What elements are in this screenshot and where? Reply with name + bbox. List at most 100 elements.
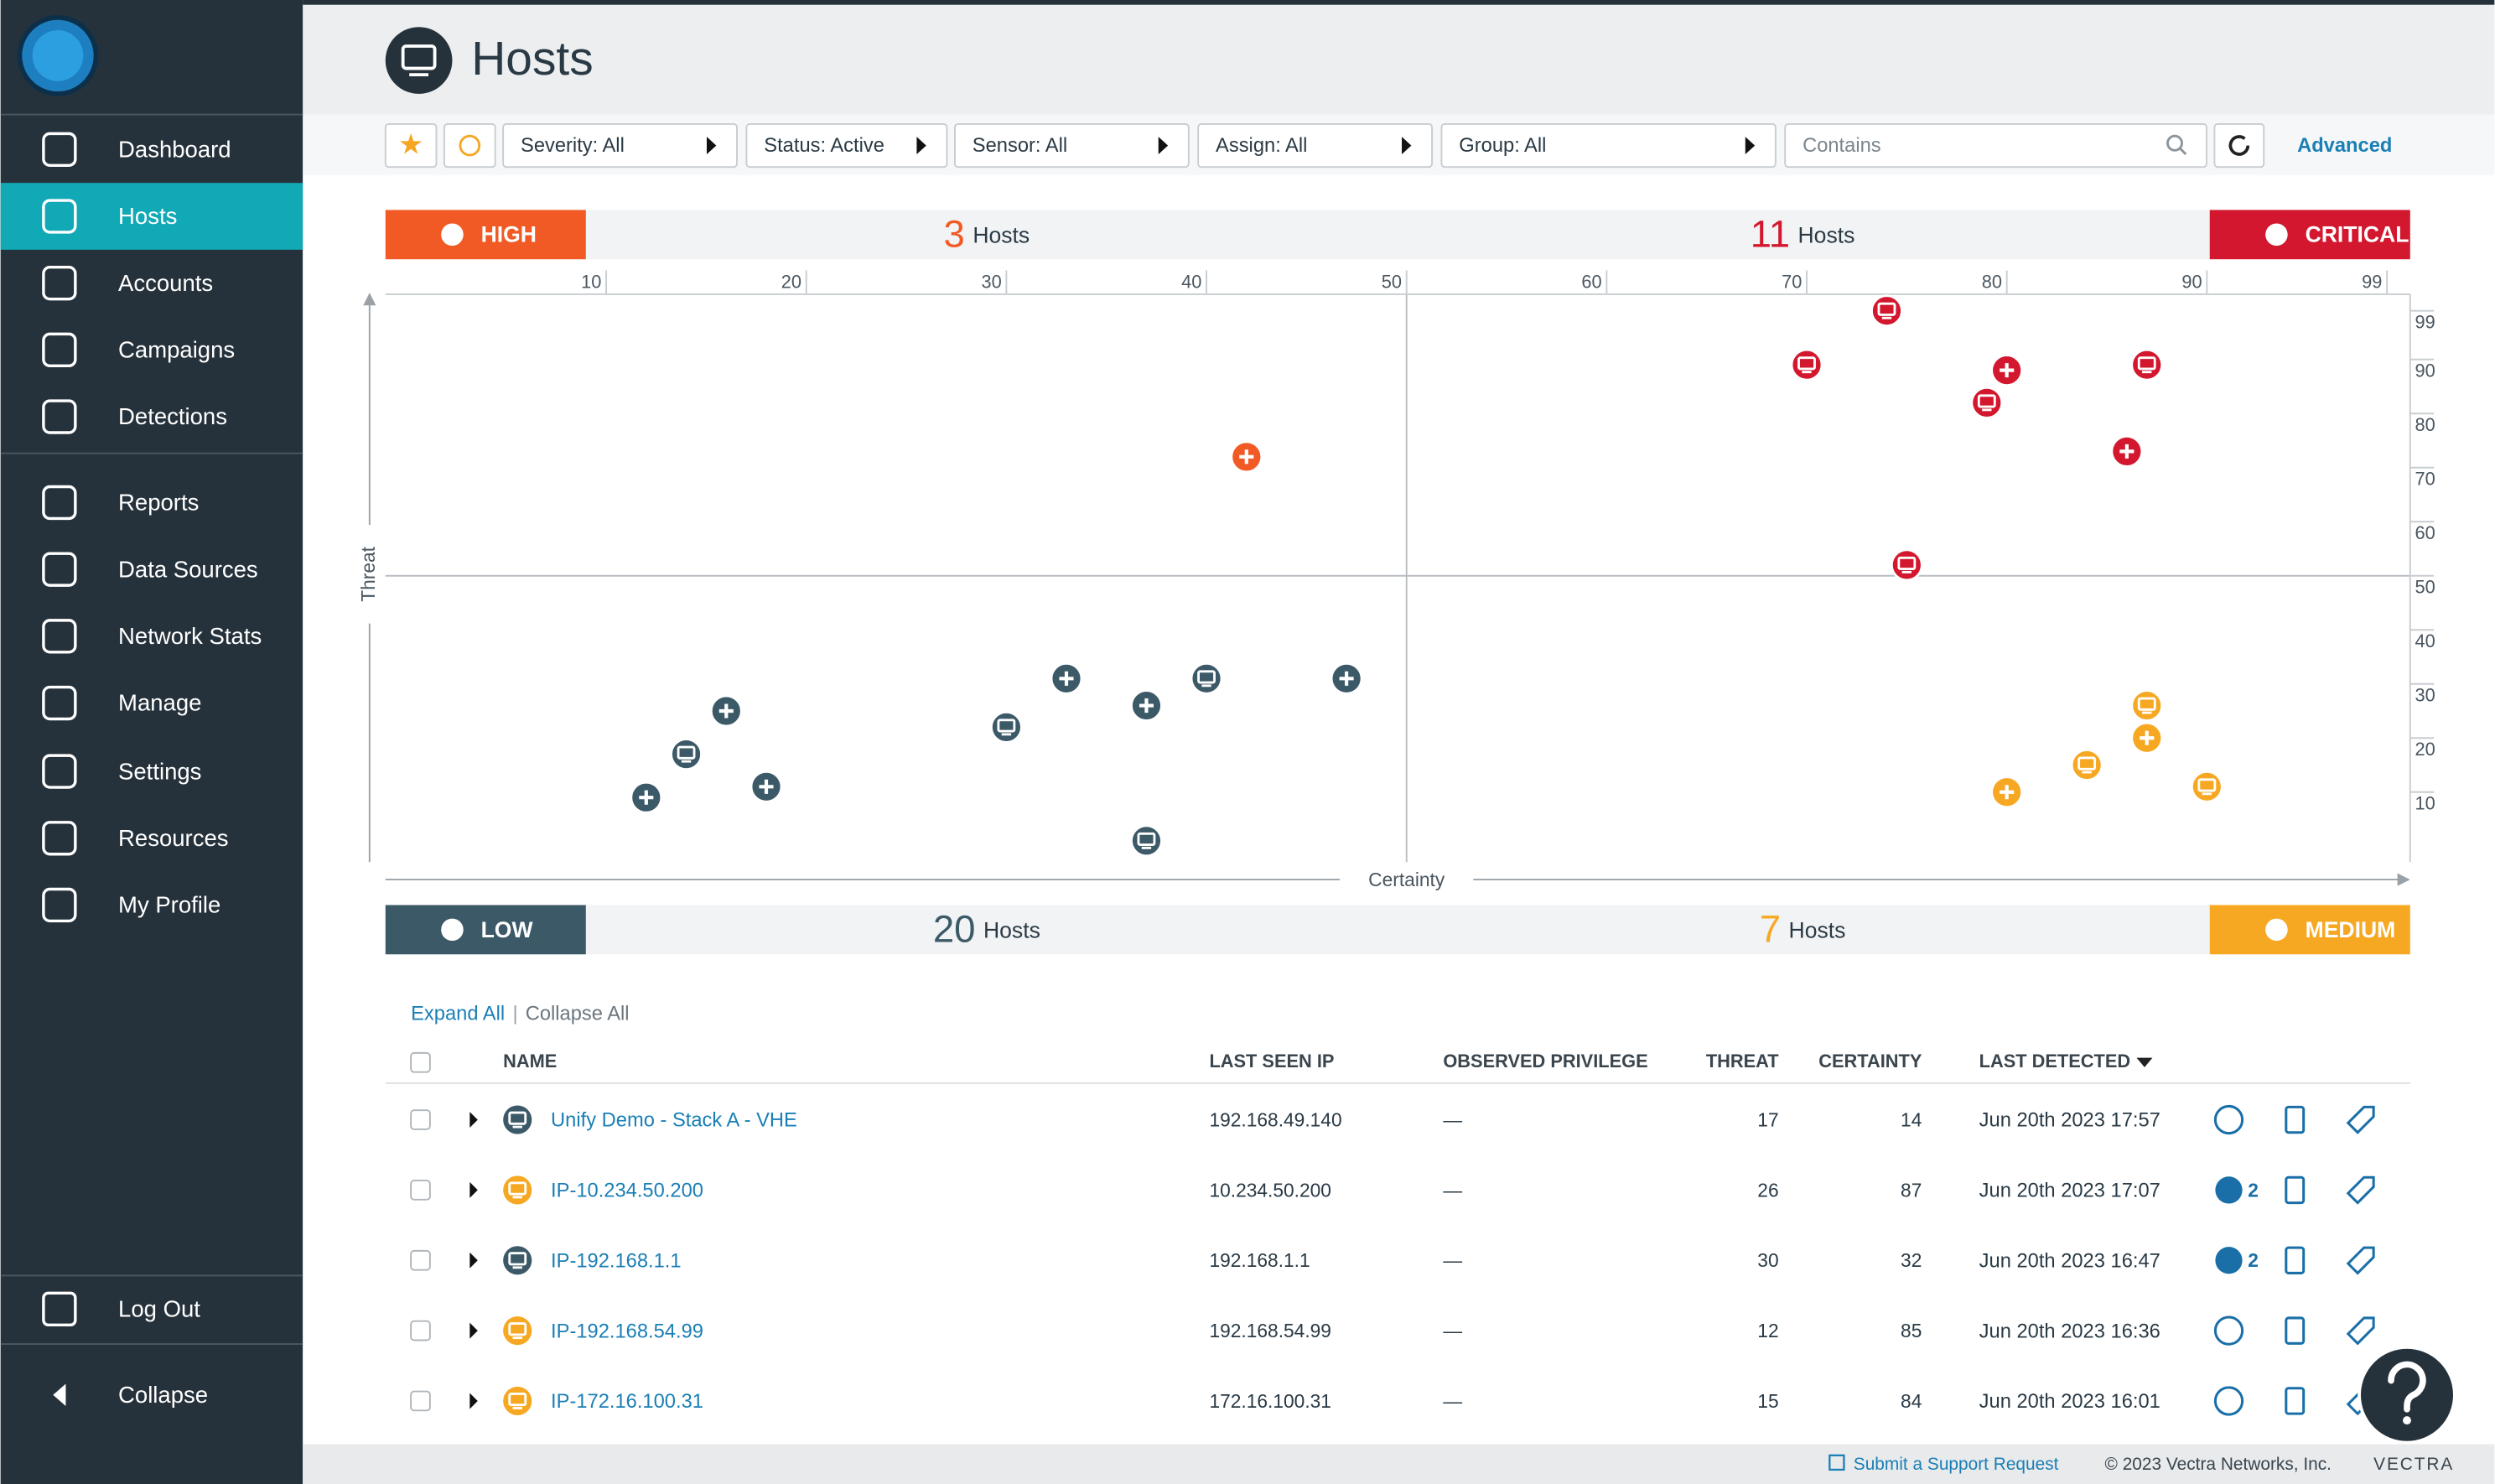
brand: VECTRA [2373, 1455, 2454, 1474]
nav-item[interactable]: Data Sources [118, 556, 258, 582]
support-link[interactable]: Submit a Support Request [1854, 1455, 2059, 1474]
host-point[interactable] [1130, 824, 1163, 858]
refresh-button[interactable] [2213, 123, 2265, 169]
accounts-icon[interactable] [2213, 1104, 2244, 1135]
accounts-icon[interactable] [2215, 1247, 2243, 1274]
threat: 30 [1757, 1249, 1778, 1271]
nav-active-bg [0, 183, 303, 250]
advanced-link[interactable]: Advanced [2297, 135, 2392, 157]
nav-icon [42, 821, 77, 856]
collapse-all-link[interactable]: Collapse All [526, 1004, 630, 1025]
host-point[interactable] [670, 738, 703, 771]
help-glyph [2403, 1416, 2411, 1425]
host-name[interactable]: IP-192.168.1.1 [551, 1250, 682, 1272]
target-button[interactable] [443, 123, 496, 169]
nav-item[interactable]: Accounts [118, 270, 213, 296]
host-point[interactable] [2190, 770, 2223, 803]
plus-glyph [2119, 444, 2134, 459]
expand-caret[interactable] [469, 1393, 478, 1409]
y-tick-label: 80 [2415, 414, 2435, 435]
accounts-icon[interactable] [2213, 1315, 2244, 1346]
host-point[interactable] [2070, 749, 2103, 781]
tag-icon[interactable] [2346, 1316, 2375, 1346]
host-point[interactable] [1330, 662, 1363, 695]
search-box[interactable] [1784, 123, 2207, 169]
host-point[interactable] [750, 770, 783, 803]
nav-item[interactable]: Manage [118, 690, 201, 716]
row-checkbox[interactable] [410, 1390, 431, 1412]
plus-glyph [2000, 363, 2015, 378]
expand-caret[interactable] [469, 1252, 478, 1269]
tag-icon[interactable] [2346, 1175, 2375, 1205]
plus-glyph [718, 703, 734, 719]
filter-dropdown[interactable] [745, 123, 948, 169]
footer-bar [303, 1444, 2495, 1484]
star-icon: ★ [398, 129, 424, 161]
nav-item[interactable]: Collapse [118, 1382, 208, 1408]
nav-item[interactable]: Hosts [118, 203, 177, 229]
filter-dropdown[interactable] [1197, 123, 1434, 169]
host-name[interactable]: IP-10.234.50.200 [551, 1180, 703, 1202]
filter-dropdown[interactable] [953, 123, 1190, 169]
accounts-icon[interactable] [2215, 1176, 2243, 1204]
tag-icon[interactable] [2346, 1105, 2375, 1134]
nav-item[interactable]: My Profile [118, 892, 220, 918]
nav-item[interactable]: Network Stats [118, 623, 262, 649]
host-name[interactable]: IP-192.168.54.99 [551, 1321, 703, 1342]
nav-item[interactable]: Log Out [118, 1295, 200, 1321]
select-all-checkbox[interactable] [410, 1051, 431, 1073]
host-point[interactable] [2130, 721, 2164, 755]
host-point[interactable] [2130, 348, 2164, 381]
notes-icon[interactable] [2285, 1105, 2306, 1134]
host-point[interactable] [1050, 662, 1083, 695]
sort-caret [2136, 1057, 2153, 1067]
expand-all-link[interactable]: Expand All [411, 1004, 505, 1025]
nav-item[interactable]: Reports [118, 490, 199, 516]
dropdown-caret [916, 137, 926, 155]
expand-caret[interactable] [469, 1322, 478, 1339]
tag-icon[interactable] [2346, 1246, 2375, 1275]
host-name[interactable]: IP-172.16.100.31 [551, 1391, 703, 1413]
privilege: — [1443, 1108, 1462, 1130]
nav-item[interactable]: Dashboard [118, 136, 231, 162]
host-point[interactable] [1190, 662, 1223, 695]
nav-icon [42, 619, 77, 654]
host-point[interactable] [1990, 776, 2024, 809]
notes-icon[interactable] [2285, 1316, 2306, 1345]
host-point[interactable] [630, 781, 663, 814]
row-checkbox[interactable] [410, 1249, 431, 1271]
host-point[interactable] [1230, 440, 1263, 474]
row-checkbox[interactable] [410, 1320, 431, 1341]
row-checkbox[interactable] [410, 1109, 431, 1130]
host-point[interactable] [2110, 434, 2144, 468]
filter-label: Group: All [1459, 135, 1546, 157]
accounts-icon[interactable] [2213, 1386, 2244, 1416]
severity-label: CRITICAL [2306, 222, 2409, 247]
host-point[interactable] [1970, 386, 2004, 419]
host-point[interactable] [2130, 689, 2164, 723]
nav-item[interactable]: Detections [118, 403, 227, 429]
host-point[interactable] [989, 710, 1023, 744]
notes-icon[interactable] [2285, 1246, 2306, 1274]
host-point[interactable] [1890, 548, 1923, 582]
nav-item[interactable]: Campaigns [118, 337, 235, 363]
expand-caret[interactable] [469, 1181, 478, 1198]
filter-dropdown[interactable] [502, 123, 738, 169]
host-point[interactable] [1790, 348, 1823, 381]
nav-item[interactable]: Settings [118, 758, 201, 784]
external-icon [1828, 1454, 1845, 1471]
expand-caret[interactable] [469, 1112, 478, 1129]
nav-item[interactable]: Resources [118, 825, 228, 851]
host-point[interactable] [1990, 354, 2024, 387]
notes-icon[interactable] [2285, 1387, 2306, 1415]
last-detected: Jun 20th 2023 16:36 [1979, 1321, 2160, 1342]
host-point[interactable] [709, 694, 743, 728]
host-point[interactable] [1130, 689, 1163, 723]
host-name[interactable]: Unify Demo - Stack A - VHE [551, 1110, 797, 1132]
notes-icon[interactable] [2285, 1175, 2306, 1205]
help-button[interactable] [2358, 1345, 2456, 1445]
row-checkbox[interactable] [410, 1180, 431, 1201]
host-point[interactable] [1870, 294, 1903, 328]
favorite-button[interactable] [384, 123, 438, 169]
filter-dropdown[interactable] [1440, 123, 1777, 169]
